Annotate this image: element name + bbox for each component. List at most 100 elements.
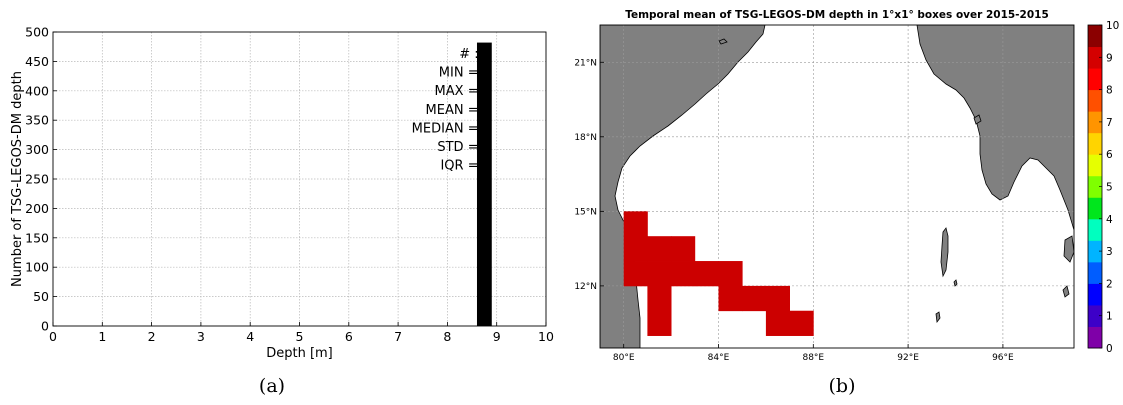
x-tick-label: 3	[197, 329, 205, 344]
data-cell	[742, 285, 767, 312]
colorbar-tick-label: 5	[1106, 182, 1113, 194]
y-axis-label: Number of TSG-LEGOS-DM depth	[10, 71, 25, 287]
colorbar-segment	[1088, 218, 1102, 241]
x-tick-label: 6	[345, 329, 353, 344]
lon-tick-label: 80°E	[613, 353, 635, 363]
y-tick-label: 400	[25, 83, 49, 98]
colorbar-segment	[1088, 89, 1102, 112]
data-cell	[647, 236, 672, 262]
data-cell	[718, 285, 743, 312]
data-cell	[623, 211, 648, 237]
colorbar-segment	[1088, 197, 1102, 220]
coastal-island	[1062, 285, 1070, 298]
colorbar-segment	[1088, 326, 1102, 349]
x-tick-label: 7	[394, 329, 402, 344]
colorbar-segment	[1088, 261, 1102, 284]
data-cell	[765, 310, 790, 336]
map-body	[600, 25, 1074, 348]
colorbar-segment	[1088, 111, 1102, 134]
x-axis-label: Depth [m]	[266, 346, 333, 361]
colorbar-segment	[1088, 283, 1102, 306]
stat-label: MIN = 9	[439, 66, 491, 81]
histogram-bar	[476, 42, 492, 327]
panel-caption: (b)	[829, 375, 856, 397]
colorbar-segment	[1088, 46, 1102, 69]
colorbar-tick-label: 6	[1106, 149, 1113, 161]
y-tick-label: 500	[25, 25, 49, 40]
data-cell	[647, 261, 672, 287]
stat-label: # : 4	[459, 47, 491, 62]
depth-mean-map: Temporal mean of TSG-LEGOS-DM depth in 1…	[574, 9, 1119, 397]
y-tick-label: 200	[25, 201, 49, 216]
data-cell	[647, 285, 672, 312]
lon-tick-label: 84°E	[708, 353, 730, 363]
lon-tick-label: 88°E	[802, 353, 824, 363]
y-tick-label: 0	[41, 319, 49, 334]
colorbar-tick-label: 0	[1106, 343, 1113, 355]
coastal-island	[953, 279, 958, 287]
y-tick-label: 300	[25, 142, 49, 157]
colorbar-tick-label: 4	[1106, 214, 1113, 226]
colorbar-segment	[1088, 132, 1102, 155]
stat-label: STD = 0	[437, 140, 491, 155]
stat-label: IQR = 0	[440, 159, 491, 174]
coastal-island	[973, 114, 982, 125]
x-tick-label: 0	[49, 329, 57, 344]
lon-tick-label: 96°E	[992, 353, 1014, 363]
colorbar-tick-label: 2	[1106, 278, 1113, 290]
data-cell	[647, 310, 672, 336]
lat-tick-label: 12°N	[574, 282, 597, 292]
lat-tick-label: 18°N	[574, 133, 597, 143]
x-tick-label: 4	[246, 329, 254, 344]
colorbar-segment	[1088, 154, 1102, 177]
bangladesh-myanmar-landmass	[916, 25, 1074, 231]
colorbar-tick-label: 1	[1106, 311, 1113, 323]
sumatra-fragment	[1063, 235, 1074, 263]
map-title: Temporal mean of TSG-LEGOS-DM depth in 1…	[625, 9, 1049, 21]
colorbar-segment	[1088, 25, 1102, 48]
lon-tick-label: 92°E	[897, 353, 919, 363]
colorbar-tick-label: 9	[1106, 52, 1113, 64]
data-cell	[694, 261, 719, 287]
panel-caption: (a)	[259, 375, 285, 397]
lat-tick-label: 21°N	[574, 58, 597, 68]
colorbar-segment	[1088, 240, 1102, 263]
colorbar-tick-label: 10	[1106, 20, 1119, 32]
data-cell	[789, 310, 814, 336]
y-tick-label: 50	[33, 289, 49, 304]
stat-label: MEDIAN = 9	[412, 121, 491, 136]
colorbar-tick-label: 3	[1106, 246, 1113, 258]
map-panel: Temporal mean of TSG-LEGOS-DM depth in 1…	[560, 0, 1123, 401]
y-tick-label: 150	[25, 230, 49, 245]
india-landmass	[600, 25, 766, 348]
y-tick-label: 100	[25, 260, 49, 275]
data-cell	[718, 261, 743, 287]
nicobar-island	[935, 311, 941, 324]
data-cell	[623, 261, 648, 287]
x-tick-label: 5	[296, 329, 304, 344]
colorbar-segment	[1088, 304, 1102, 327]
data-cell	[623, 236, 648, 262]
colorbar-tick-label: 8	[1106, 85, 1113, 97]
histogram-panel: 0 1 2 3 4 5 6 7 8 9 10 0 50 100 150 200 250 300 350 400 450 5…	[0, 0, 560, 401]
colorbar-tick-label: 7	[1106, 117, 1113, 129]
stat-label: MEAN = 9	[426, 103, 491, 118]
x-tick-label: 1	[98, 329, 106, 344]
x-tick-label: 9	[493, 329, 501, 344]
depth-histogram-chart: 0 1 2 3 4 5 6 7 8 9 100501001502002503003504004505…	[10, 25, 554, 398]
plot-frame	[52, 31, 547, 327]
map-frame	[599, 24, 1075, 349]
y-tick-label: 250	[25, 172, 49, 187]
y-tick-label: 450	[25, 54, 49, 69]
data-cell	[671, 236, 696, 262]
coastal-island	[718, 38, 728, 45]
data-cell	[765, 285, 790, 312]
y-tick-label: 350	[25, 113, 49, 128]
colorbar-segment	[1088, 68, 1102, 91]
x-tick-label: 8	[443, 329, 451, 344]
lat-tick-label: 15°N	[574, 207, 597, 217]
x-tick-label: 2	[148, 329, 156, 344]
x-tick-label: 10	[538, 329, 554, 344]
andaman-island	[940, 227, 949, 278]
data-cell	[671, 261, 696, 287]
